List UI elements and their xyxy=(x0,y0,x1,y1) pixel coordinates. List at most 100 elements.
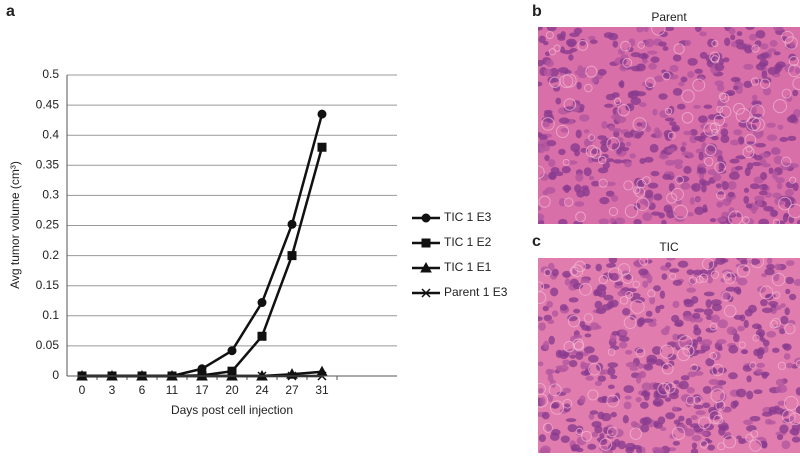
cell xyxy=(634,186,646,198)
nucleus xyxy=(538,361,544,367)
panel-label: b xyxy=(532,3,542,20)
nucleus xyxy=(759,158,767,165)
series-line xyxy=(82,146,324,378)
y-tick-label: 0.1 xyxy=(42,308,59,322)
image-title: TIC xyxy=(659,240,679,254)
nucleus xyxy=(642,280,649,288)
nucleus xyxy=(686,387,695,394)
nucleus xyxy=(630,97,642,106)
y-tick-label: 0.5 xyxy=(42,67,59,81)
marker xyxy=(257,331,267,341)
nucleus xyxy=(667,147,676,153)
cell xyxy=(728,210,743,224)
cell xyxy=(722,271,732,281)
nucleus xyxy=(636,446,643,453)
nucleus xyxy=(743,195,750,204)
nucleus xyxy=(659,290,666,299)
nucleus xyxy=(653,420,659,428)
nucleus xyxy=(717,155,724,164)
nucleus xyxy=(781,440,791,450)
nucleus xyxy=(607,32,619,41)
nucleus xyxy=(545,423,553,432)
nucleus xyxy=(653,285,661,292)
nucleus xyxy=(603,294,614,301)
legend-label: Parent 1 E3 xyxy=(444,285,508,299)
nucleus xyxy=(548,171,557,181)
nucleus xyxy=(707,444,716,451)
cell xyxy=(563,340,575,353)
nucleus xyxy=(552,310,559,317)
nucleus xyxy=(736,31,743,37)
nucleus xyxy=(549,67,559,77)
y-tick-label: 0.25 xyxy=(36,218,60,232)
nucleus xyxy=(694,206,705,216)
nucleus xyxy=(664,27,675,32)
nucleus xyxy=(649,296,656,305)
nucleus xyxy=(647,50,658,55)
cell xyxy=(624,204,639,218)
nucleus xyxy=(583,129,590,134)
y-tick-label: 0.15 xyxy=(36,278,60,292)
nucleus xyxy=(598,218,609,224)
nucleus xyxy=(716,339,727,345)
cell xyxy=(713,114,725,127)
nucleus xyxy=(735,165,743,171)
nucleus xyxy=(776,434,784,441)
nucleus xyxy=(593,289,599,297)
cell xyxy=(587,389,599,401)
nucleus xyxy=(608,258,618,264)
nucleus xyxy=(541,411,550,420)
nucleus xyxy=(783,353,791,360)
nucleus xyxy=(650,56,660,64)
nucleus xyxy=(579,395,586,404)
nucleus xyxy=(599,196,610,205)
nucleus xyxy=(673,380,680,385)
cell xyxy=(781,88,792,99)
nucleus xyxy=(542,305,549,312)
cell xyxy=(781,30,794,44)
nucleus xyxy=(728,27,736,35)
nucleus xyxy=(668,74,679,80)
nucleus xyxy=(759,59,769,67)
nucleus xyxy=(697,135,706,143)
cell xyxy=(622,57,633,68)
cell xyxy=(538,195,551,208)
nucleus xyxy=(785,260,795,266)
cell xyxy=(599,437,613,451)
nucleus xyxy=(661,273,668,280)
nucleus xyxy=(604,103,614,108)
nucleus xyxy=(597,135,607,140)
cell xyxy=(639,258,649,266)
nucleus xyxy=(662,46,669,51)
nucleus xyxy=(753,389,763,395)
nucleus xyxy=(633,218,642,224)
nucleus xyxy=(538,35,546,44)
nucleus xyxy=(674,319,684,327)
cell xyxy=(541,117,555,131)
cell-texture xyxy=(538,258,800,453)
nucleus xyxy=(678,415,685,422)
nucleus xyxy=(746,375,752,383)
nucleus xyxy=(762,339,770,347)
nucleus xyxy=(703,104,713,109)
cell xyxy=(722,435,737,449)
nucleus xyxy=(760,52,770,59)
nucleus xyxy=(588,413,595,420)
nucleus xyxy=(683,130,693,136)
cell xyxy=(746,116,761,132)
nucleus xyxy=(775,177,785,184)
nucleus xyxy=(711,135,719,141)
nucleus xyxy=(737,277,748,286)
x-tick-label: 6 xyxy=(139,383,146,397)
nucleus xyxy=(664,397,672,402)
cell xyxy=(710,270,720,279)
marker xyxy=(287,251,297,261)
nucleus xyxy=(653,193,663,201)
nucleus xyxy=(605,190,615,197)
nucleus xyxy=(760,172,768,181)
nucleus xyxy=(540,173,549,181)
nucleus xyxy=(767,258,773,265)
cell xyxy=(718,92,727,100)
nucleus xyxy=(746,390,754,400)
nucleus xyxy=(689,197,695,205)
